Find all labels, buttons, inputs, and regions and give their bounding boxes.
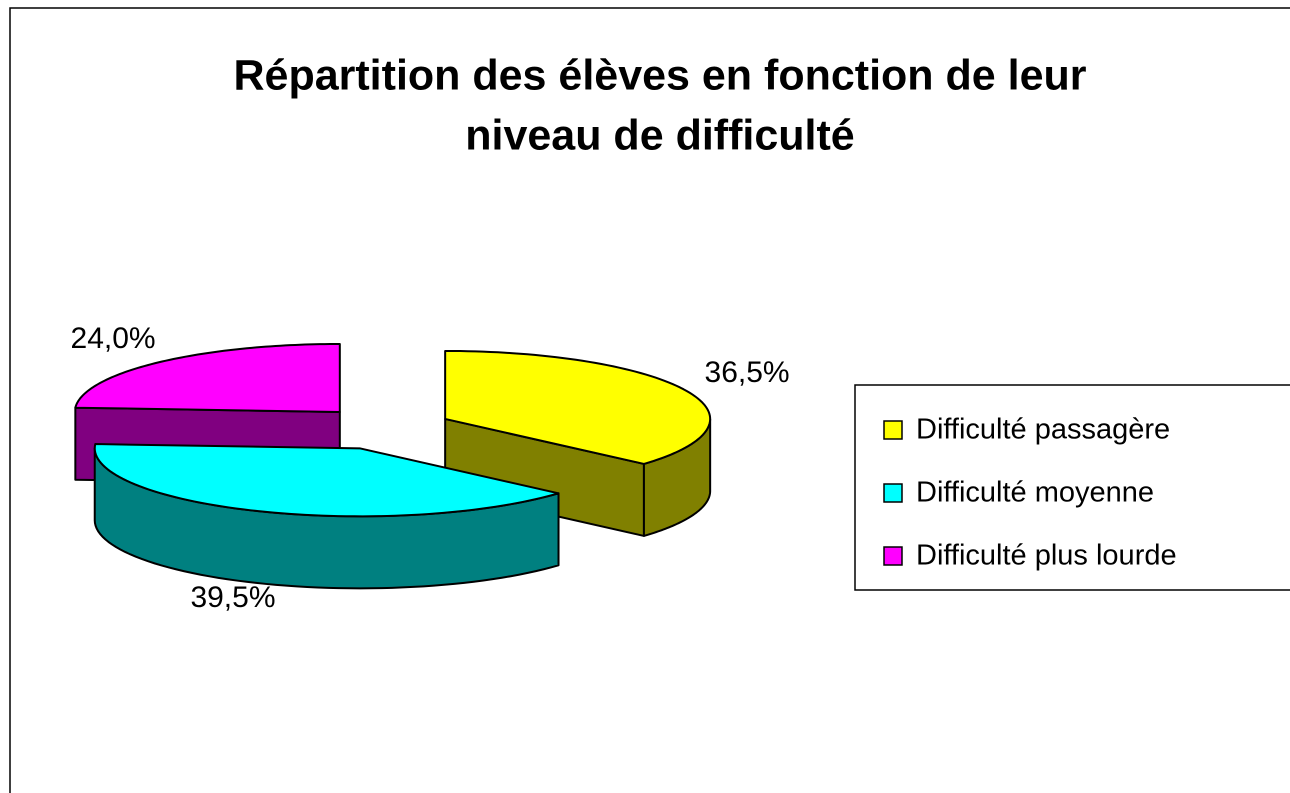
legend-swatch	[883, 483, 903, 503]
chart-title: niveau de difficulté	[465, 111, 854, 159]
data-label: 36,5%	[705, 356, 790, 389]
chart-title: Répartition des élèves en fonction de le…	[233, 51, 1086, 99]
slice	[74, 342, 341, 413]
legend-swatch	[883, 420, 903, 440]
legend-label: Difficulté moyenne	[916, 477, 1154, 509]
legend-label: Difficulté plus lourde	[916, 540, 1177, 572]
slice	[93, 443, 560, 518]
legend-label: Difficulté passagère	[916, 414, 1170, 446]
legend	[854, 384, 1290, 591]
data-label: 39,5%	[190, 581, 275, 614]
slice	[444, 349, 712, 465]
legend-swatch	[883, 546, 903, 566]
data-label: 24,0%	[71, 322, 156, 355]
